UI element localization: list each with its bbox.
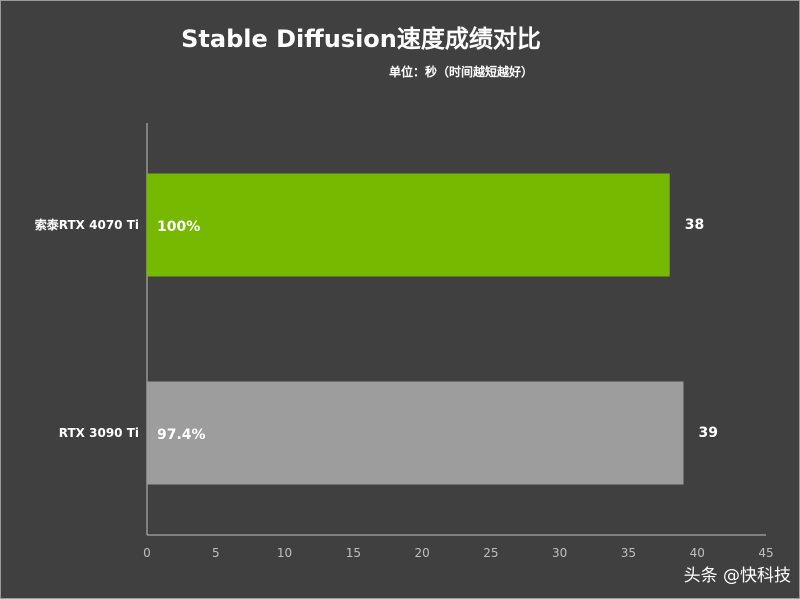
x-tick-label: 40 [690, 546, 705, 560]
chart-title: Stable Diffusion速度成绩对比 [181, 25, 541, 53]
bar-inner-label: 100% [157, 219, 200, 235]
x-tick-label: 10 [277, 546, 292, 560]
bar-inner-label: 97.4% [157, 427, 206, 443]
bar [147, 173, 670, 277]
x-tick-label: 45 [758, 546, 773, 560]
category-label: RTX 3090 Ti [59, 426, 139, 440]
category-label: 索泰RTX 4070 Ti [35, 217, 139, 232]
x-tick-label: 5 [212, 546, 220, 560]
bar [147, 381, 684, 485]
x-tick-label: 20 [414, 546, 429, 560]
watermark: 头条 @快科技 [683, 566, 791, 586]
x-tick-label: 15 [346, 546, 361, 560]
data-label: 38 [685, 217, 704, 233]
chart-subtitle: 单位：秒（时间越短越好） [388, 65, 533, 79]
data-label: 39 [698, 425, 717, 441]
x-tick-label: 0 [143, 546, 151, 560]
x-tick-label: 25 [483, 546, 498, 560]
x-tick-label: 30 [552, 546, 567, 560]
x-tick-label: 35 [621, 546, 636, 560]
